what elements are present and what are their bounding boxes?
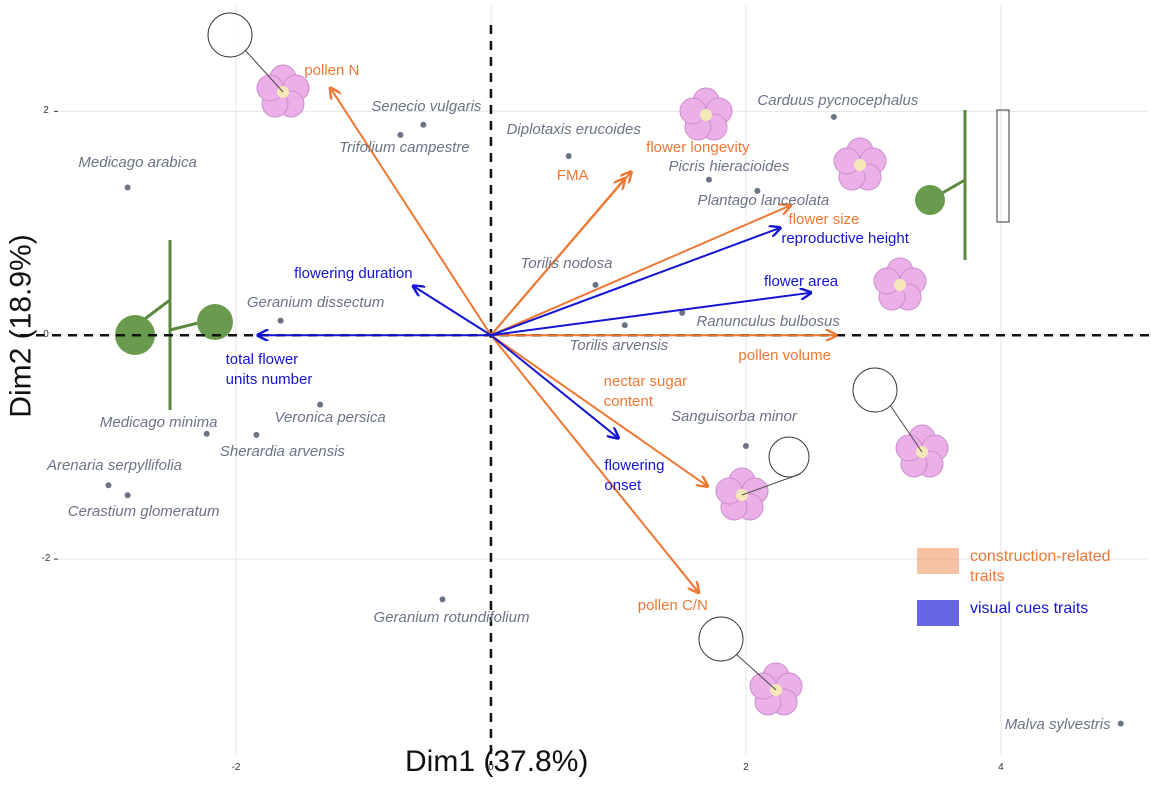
point-label: Arenaria serpyllifolia bbox=[46, 457, 183, 475]
point-label: Ranunculus bulbosus bbox=[696, 312, 840, 330]
point bbox=[439, 596, 446, 603]
point-label: Sanguisorba minor bbox=[670, 408, 797, 426]
point bbox=[565, 153, 572, 160]
arrow-label: total flower units number bbox=[225, 351, 313, 389]
arrow-label: flower size bbox=[788, 211, 860, 229]
arrow-label: nectar sugar content bbox=[603, 373, 688, 411]
legend-label: construction-related traits bbox=[970, 548, 1111, 585]
point-label: Medicago minima bbox=[99, 413, 218, 431]
point-label: Senecio vulgaris bbox=[371, 97, 482, 115]
point-label: Torilis arvensis bbox=[569, 337, 669, 355]
x-axis-title: Dim1 (37.8%) bbox=[405, 745, 589, 778]
point-label: Plantago lanceolata bbox=[697, 191, 830, 209]
point-label: Medicago arabica bbox=[78, 154, 197, 172]
grid bbox=[57, 5, 1148, 755]
point-label: Malva sylvestris bbox=[1004, 715, 1111, 733]
legend-swatch bbox=[917, 548, 959, 574]
arrow-label: pollen C/N bbox=[637, 596, 708, 614]
point-label: Trifolium campestre bbox=[339, 138, 470, 156]
point bbox=[203, 430, 210, 437]
point bbox=[830, 113, 837, 120]
point-label: Geranium rotundifolium bbox=[373, 609, 530, 627]
arrow bbox=[490, 205, 791, 337]
point bbox=[621, 322, 628, 329]
point-label: Torilis nodosa bbox=[520, 254, 613, 272]
point bbox=[277, 317, 284, 324]
point-label: Cerastium glomeratum bbox=[67, 503, 220, 521]
arrow-label: flowering duration bbox=[294, 264, 413, 282]
arrow bbox=[490, 334, 699, 592]
point bbox=[754, 187, 761, 194]
point bbox=[397, 131, 404, 138]
x-tick-label: 4 bbox=[998, 762, 1004, 773]
arrow bbox=[413, 286, 492, 337]
arrow bbox=[490, 228, 780, 337]
arrow bbox=[490, 334, 708, 486]
point bbox=[124, 184, 131, 191]
point bbox=[317, 401, 324, 408]
point-label: Geranium dissectum bbox=[246, 293, 385, 311]
point-label: Veronica persica bbox=[274, 408, 386, 426]
legend-label: visual cues traits bbox=[970, 600, 1089, 617]
point-label: Carduus pycnocephalus bbox=[757, 91, 919, 109]
point bbox=[742, 443, 749, 450]
arrow-label: flowering onset bbox=[604, 457, 665, 495]
point-label: Diplotaxis erucoides bbox=[506, 121, 641, 139]
point bbox=[592, 281, 599, 288]
arrow-label: reproductive height bbox=[781, 229, 909, 247]
point bbox=[253, 431, 260, 438]
point-label: Picris hieracioides bbox=[668, 157, 790, 175]
point bbox=[124, 492, 131, 499]
point bbox=[420, 121, 427, 128]
point bbox=[705, 176, 712, 183]
arrow-label: pollen N bbox=[304, 61, 360, 79]
arrow-label: pollen volume bbox=[738, 347, 831, 365]
y-axis-title: Dim2 (18.9%) bbox=[4, 234, 38, 418]
arrow-label: flower area bbox=[763, 272, 839, 290]
y-tick-label: 0 bbox=[43, 329, 49, 341]
arrow bbox=[490, 334, 618, 438]
y-tick-label: -2 bbox=[41, 553, 51, 565]
y-tick-label: 2 bbox=[43, 105, 49, 117]
legend-swatch bbox=[917, 600, 959, 626]
point bbox=[105, 482, 112, 489]
arrow bbox=[330, 88, 492, 336]
x-tick-label: -2 bbox=[231, 762, 241, 773]
arrow-label: flower longevity bbox=[646, 138, 750, 156]
arrow bbox=[490, 172, 631, 336]
arrow bbox=[490, 293, 811, 337]
point bbox=[1117, 720, 1124, 727]
x-tick-label: 2 bbox=[743, 762, 749, 773]
point-label: Sherardia arvensis bbox=[219, 442, 345, 460]
arrow-label: FMA bbox=[556, 166, 589, 184]
point bbox=[679, 309, 686, 316]
x-tick-label: 0 bbox=[488, 762, 494, 773]
